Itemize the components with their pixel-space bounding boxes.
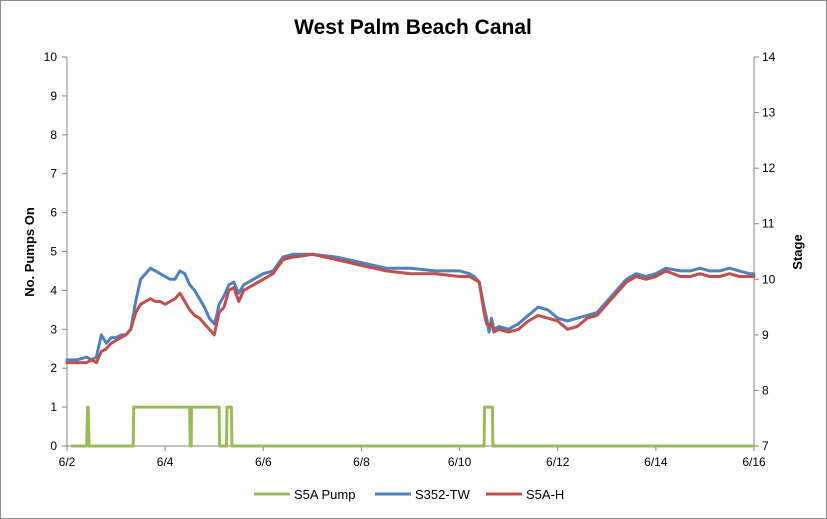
y-left-tick-label: 5 — [50, 245, 57, 259]
y-right-tick-label: 14 — [762, 50, 776, 64]
x-tick-label: 6/14 — [644, 455, 668, 469]
y-axis-left-title: No. Pumps On — [22, 207, 37, 297]
y-right-tick-label: 13 — [762, 106, 776, 120]
y-right-tick-label: 11 — [762, 217, 775, 231]
legend-label-s5a-pump: S5A Pump — [294, 487, 355, 502]
legend: S5A Pump S352-TW S5A-H — [254, 487, 564, 502]
y-left-tick-label: 3 — [50, 322, 57, 336]
y-right-tick-label: 7 — [762, 439, 769, 453]
y-left-tick-label: 1 — [50, 400, 57, 414]
x-tick-label: 6/12 — [546, 455, 570, 469]
legend-label-s352-tw: S352-TW — [415, 487, 471, 502]
y-left-tick-label: 9 — [50, 89, 57, 103]
chart-title: West Palm Beach Canal — [294, 16, 532, 39]
y-right-tick-label: 10 — [762, 272, 776, 286]
series-group — [65, 252, 756, 448]
y-left-tick-label: 10 — [44, 50, 58, 64]
y-axis-right-title: Stage — [790, 234, 805, 269]
x-tick-label: 6/2 — [59, 455, 76, 469]
y-right-tick-label: 9 — [762, 328, 769, 342]
series-line-s5a-h — [65, 252, 756, 365]
series-line-s352-tw — [65, 252, 756, 362]
y-left-tick-label: 8 — [50, 128, 57, 142]
x-tick-label: 6/16 — [742, 455, 766, 469]
y-left-tick-label: 7 — [50, 167, 57, 181]
y-right-tick-label: 12 — [762, 161, 776, 175]
y-right-tick-label: 8 — [762, 383, 769, 397]
y-left-tick-label: 6 — [50, 206, 57, 220]
x-tick-label: 6/6 — [255, 455, 272, 469]
x-tick-label: 6/4 — [157, 455, 174, 469]
x-tick-label: 6/10 — [448, 455, 472, 469]
series-line-s5a-pump — [70, 405, 756, 448]
y-left-tick-label: 4 — [50, 283, 57, 297]
y-left-tick-label: 2 — [50, 361, 57, 375]
legend-label-s5a-h: S5A-H — [526, 487, 564, 502]
y-left-tick-label: 0 — [50, 439, 57, 453]
x-tick-label: 6/8 — [353, 455, 370, 469]
